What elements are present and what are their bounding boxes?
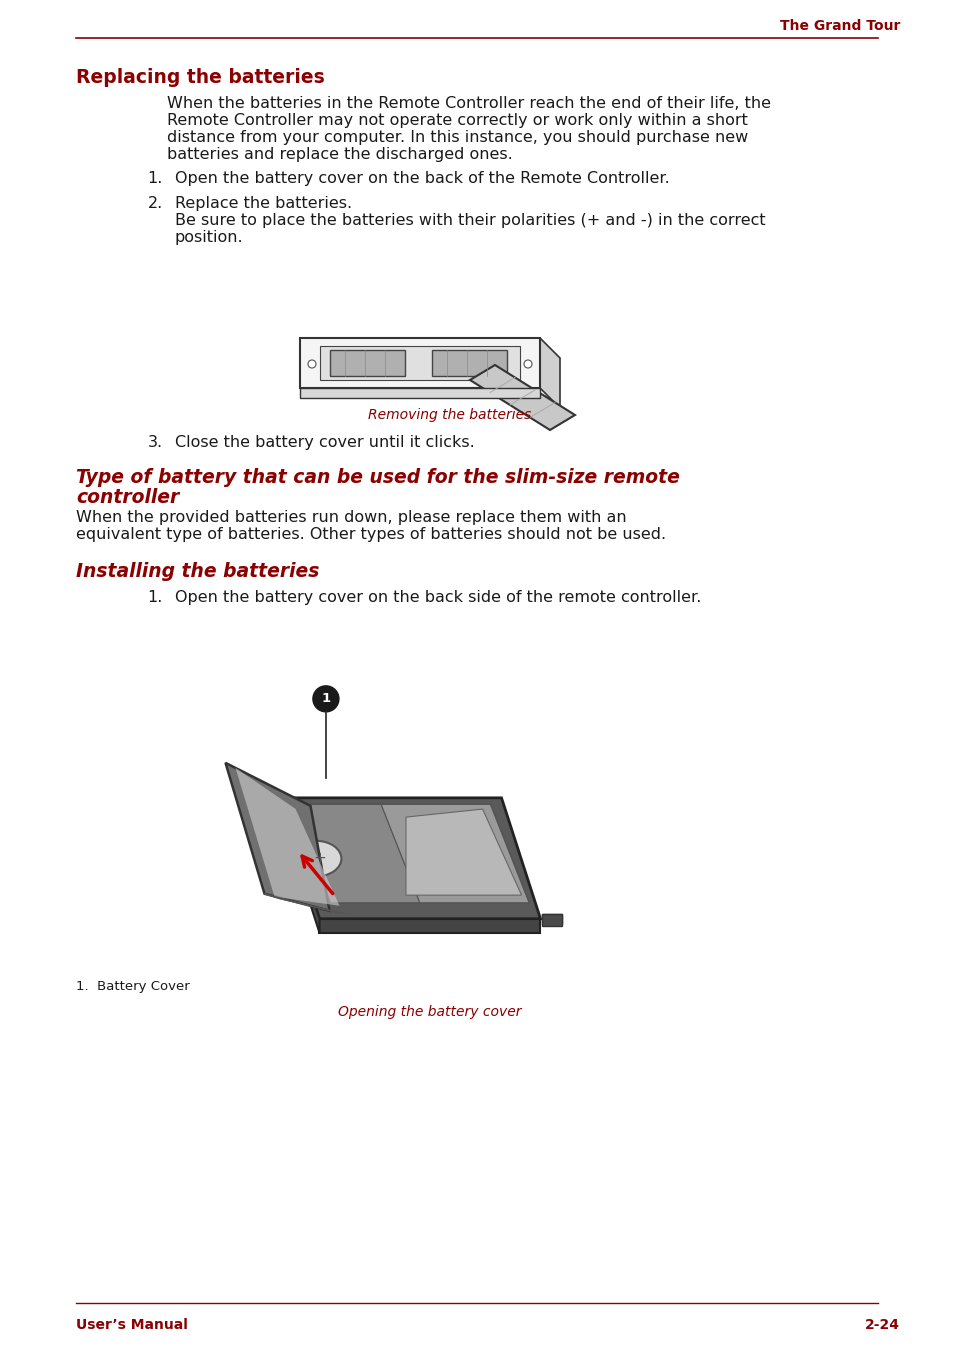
Polygon shape: [235, 768, 339, 906]
Text: When the provided batteries run down, please replace them with an: When the provided batteries run down, pl…: [76, 510, 626, 525]
Text: Be sure to place the batteries with their polarities (+ and -) in the correct: Be sure to place the batteries with thei…: [174, 214, 765, 228]
Text: 2-24: 2-24: [864, 1318, 899, 1332]
Polygon shape: [470, 365, 575, 430]
Polygon shape: [299, 338, 539, 388]
Polygon shape: [299, 388, 539, 397]
Polygon shape: [280, 798, 540, 919]
Polygon shape: [539, 338, 559, 408]
Text: Opening the battery cover: Opening the battery cover: [338, 1005, 521, 1019]
Polygon shape: [264, 894, 344, 914]
Ellipse shape: [290, 841, 341, 876]
Text: The Grand Tour: The Grand Tour: [779, 19, 899, 32]
Text: +: +: [314, 852, 326, 867]
Text: equivalent type of batteries. Other types of batteries should not be used.: equivalent type of batteries. Other type…: [76, 527, 665, 542]
Text: 1.: 1.: [148, 589, 163, 604]
Text: position.: position.: [174, 230, 243, 245]
Polygon shape: [542, 914, 562, 926]
Text: Installing the batteries: Installing the batteries: [76, 562, 319, 581]
Circle shape: [308, 360, 315, 368]
Polygon shape: [319, 346, 519, 380]
Text: When the batteries in the Remote Controller reach the end of their life, the: When the batteries in the Remote Control…: [167, 96, 770, 111]
Polygon shape: [280, 798, 319, 933]
Circle shape: [523, 360, 532, 368]
Text: 1.: 1.: [148, 170, 163, 187]
Polygon shape: [319, 919, 540, 933]
Text: Close the battery cover until it clicks.: Close the battery cover until it clicks.: [174, 435, 475, 450]
Circle shape: [313, 685, 338, 713]
Text: Replacing the batteries: Replacing the batteries: [76, 68, 324, 87]
Text: 1.  Battery Cover: 1. Battery Cover: [76, 980, 190, 992]
Text: Type of battery that can be used for the slim-size remote: Type of battery that can be used for the…: [76, 468, 679, 487]
Text: Replace the batteries.: Replace the batteries.: [174, 196, 352, 211]
Polygon shape: [225, 763, 329, 911]
Text: Open the battery cover on the back of the Remote Controller.: Open the battery cover on the back of th…: [174, 170, 669, 187]
Text: Remote Controller may not operate correctly or work only within a short: Remote Controller may not operate correc…: [167, 114, 747, 128]
Text: distance from your computer. In this instance, you should purchase new: distance from your computer. In this ins…: [167, 130, 747, 145]
Polygon shape: [432, 350, 506, 376]
Text: 1: 1: [321, 692, 330, 706]
Text: User’s Manual: User’s Manual: [76, 1318, 188, 1332]
Text: batteries and replace the discharged ones.: batteries and replace the discharged one…: [167, 147, 512, 162]
Text: controller: controller: [76, 488, 179, 507]
Polygon shape: [380, 804, 529, 903]
Polygon shape: [542, 914, 562, 923]
Polygon shape: [406, 808, 521, 895]
Polygon shape: [291, 804, 419, 903]
Text: Removing the batteries: Removing the batteries: [368, 408, 531, 422]
Text: 3.: 3.: [148, 435, 163, 450]
Polygon shape: [330, 350, 405, 376]
Text: 2.: 2.: [148, 196, 163, 211]
Text: Open the battery cover on the back side of the remote controller.: Open the battery cover on the back side …: [174, 589, 700, 604]
